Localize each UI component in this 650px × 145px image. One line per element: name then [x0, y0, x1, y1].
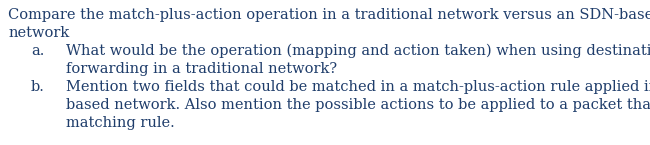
Text: What would be the operation (mapping and action taken) when using destination-ba: What would be the operation (mapping and… [66, 44, 650, 58]
Text: a.: a. [31, 44, 44, 58]
Text: network: network [8, 26, 70, 40]
Text: Compare the match-plus-action operation in a traditional network versus an SDN-b: Compare the match-plus-action operation … [8, 8, 650, 22]
Text: matching rule.: matching rule. [66, 116, 175, 130]
Text: based network. Also mention the possible actions to be applied to a packet that : based network. Also mention the possible… [66, 98, 650, 112]
Text: b.: b. [31, 80, 45, 94]
Text: forwarding in a traditional network?: forwarding in a traditional network? [66, 62, 337, 76]
Text: Mention two fields that could be matched in a match-plus-action rule applied in : Mention two fields that could be matched… [66, 80, 650, 94]
